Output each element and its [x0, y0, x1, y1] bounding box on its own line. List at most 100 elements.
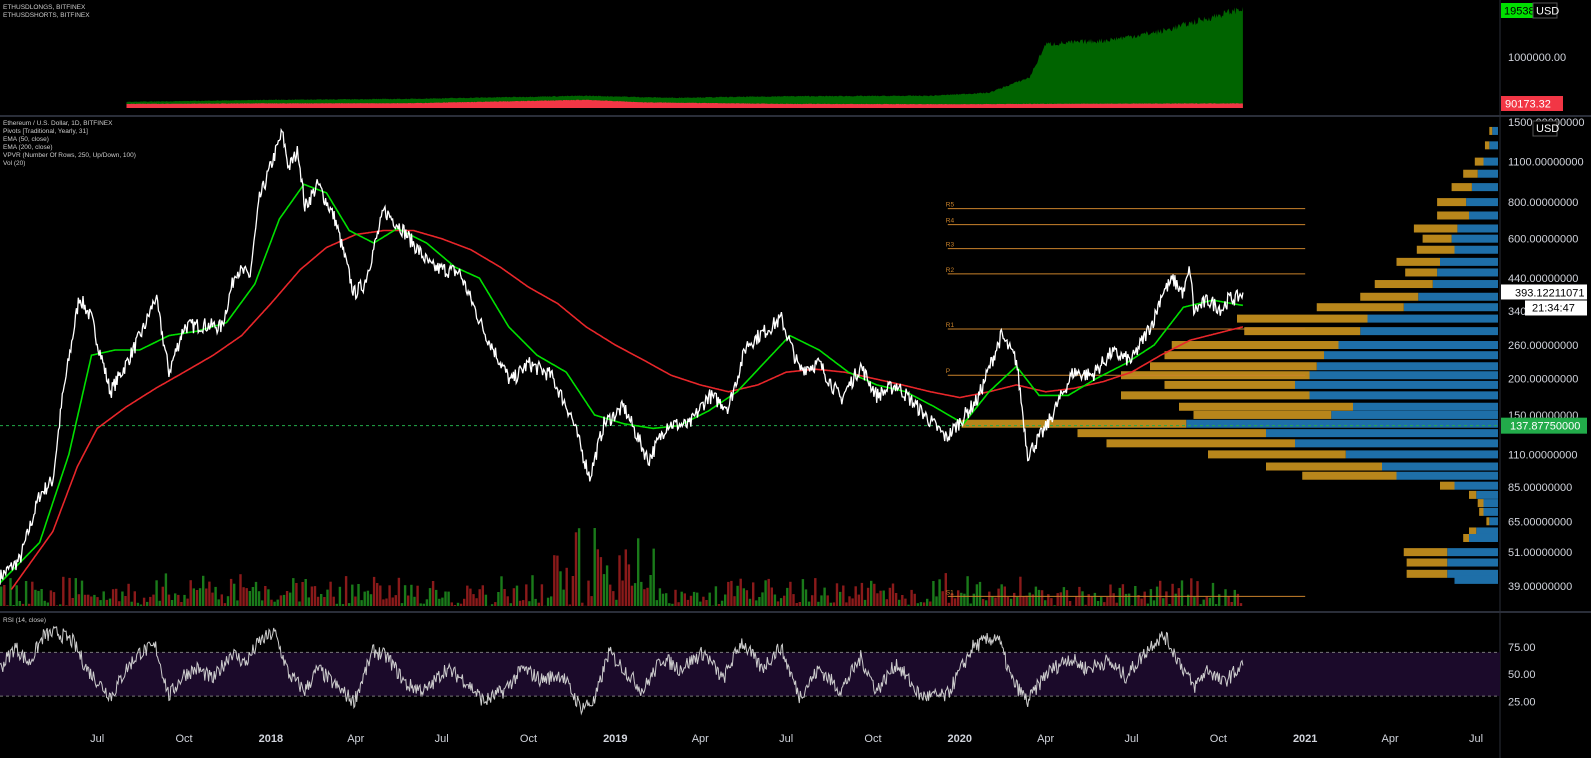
vp-up-row	[1489, 141, 1498, 150]
currency-button-top[interactable]: USD	[1536, 6, 1559, 18]
vp-down-row	[1396, 257, 1440, 266]
vp-down-row	[1463, 169, 1478, 178]
volume-bar	[18, 601, 21, 606]
volume-bar	[1044, 600, 1047, 606]
volume-bar	[854, 586, 857, 606]
volume-bar	[102, 591, 105, 606]
volume-bar	[267, 589, 270, 606]
vp-up-row	[1440, 257, 1498, 266]
volume-bar	[528, 601, 531, 606]
price-axis-tick: 65.00000000	[1508, 516, 1572, 528]
price-axis[interactable]: 1500.000000001100.00000000800.0000000060…	[1508, 52, 1584, 709]
volume-bar	[161, 586, 164, 606]
volume-bar	[509, 603, 512, 606]
volume-bar	[761, 592, 764, 606]
vp-up-row	[1418, 292, 1498, 301]
volume-bar	[419, 603, 422, 606]
volume-bar	[1224, 589, 1227, 606]
volume-bar	[376, 583, 379, 606]
currency-button-top-bg[interactable]	[1532, 2, 1558, 19]
time-axis-tick: Jul	[779, 733, 793, 745]
volume-bar	[801, 579, 805, 606]
volume-bar	[372, 576, 376, 606]
volume-bar	[767, 578, 770, 606]
volume-bar	[668, 603, 671, 606]
volume-bar	[276, 599, 279, 606]
volume-bar	[298, 601, 301, 606]
vp-down-row	[1150, 362, 1317, 371]
volume-bar	[453, 605, 457, 606]
volume-bar	[282, 594, 286, 606]
volume-bar	[46, 602, 49, 606]
volume-bar	[932, 581, 935, 606]
main-legend-vol: Vol (20)	[3, 160, 25, 167]
volume-bar	[301, 582, 304, 606]
time-axis[interactable]: Jul Oct 2018 Apr Jul Oct 2019 Apr Jul Oct 2020 Apr J…	[90, 733, 1483, 745]
volume-bar	[139, 604, 143, 606]
vp-down-row	[1479, 507, 1484, 516]
vp-down-row	[1489, 126, 1493, 135]
volume-bar	[581, 602, 584, 606]
volume-bar	[1239, 603, 1243, 606]
volume-bar	[115, 588, 118, 606]
volume-bar	[261, 600, 264, 606]
volume-bar	[239, 574, 242, 606]
vp-down-row	[1077, 429, 1266, 438]
currency-button-main[interactable]: USD	[1536, 123, 1559, 135]
volume-bar	[705, 600, 708, 606]
volume-bar	[1208, 597, 1212, 606]
volume-bar	[438, 598, 441, 606]
vp-down-row	[1477, 499, 1484, 508]
price-axis-tick: 85.00000000	[1508, 482, 1572, 494]
volume-bar	[52, 592, 56, 606]
volume-bar	[1040, 590, 1044, 606]
volume-bar	[537, 602, 540, 606]
vp-up-row	[1469, 211, 1498, 220]
volume-bar	[450, 602, 453, 606]
volume-bar	[391, 597, 394, 606]
volume-bar	[105, 599, 108, 606]
vp-down-row	[1403, 548, 1448, 557]
volume-bar	[1081, 591, 1084, 606]
vp-up-row	[1454, 575, 1498, 584]
volume-bar	[531, 575, 534, 606]
volume-bar	[90, 596, 93, 606]
volume-bar	[898, 599, 901, 606]
shorts-area	[126, 99, 1243, 108]
vp-down-row	[1208, 450, 1346, 459]
volume-bar	[1059, 592, 1062, 606]
volume-bar	[152, 594, 155, 606]
volume-bar	[226, 596, 230, 606]
vp-up-row	[1483, 507, 1498, 516]
volume-bar	[506, 596, 509, 606]
volume-bar	[596, 549, 599, 606]
volume-bar	[1103, 602, 1106, 606]
vp-up-row	[1295, 439, 1498, 448]
volume-bar	[963, 593, 966, 606]
volume-bar	[916, 603, 919, 606]
volume-bar	[823, 587, 826, 606]
volume-bar	[6, 605, 9, 606]
volume-bar	[1031, 594, 1034, 606]
volume-bar	[646, 587, 649, 606]
volume-bar	[410, 584, 413, 606]
vp-down-row	[1193, 410, 1332, 419]
volume-bar	[891, 583, 895, 606]
vp-down-row	[1486, 517, 1490, 526]
volume-bar	[295, 583, 298, 606]
vp-up-row	[1454, 245, 1498, 254]
volume-bar	[699, 601, 702, 606]
volume-bar	[43, 600, 46, 606]
volume-bar	[994, 597, 997, 606]
volume-bar	[1202, 599, 1205, 606]
volume-bar	[167, 594, 171, 606]
currency-button-main-bg[interactable]	[1532, 120, 1558, 137]
volume-bar	[926, 598, 929, 606]
volume-bar	[1165, 591, 1168, 606]
volume-bar	[758, 597, 761, 606]
volume-bar	[456, 602, 460, 606]
volume-bar	[146, 601, 149, 606]
volume-bar	[220, 594, 223, 606]
price-axis-tick: 75.00	[1508, 642, 1536, 654]
